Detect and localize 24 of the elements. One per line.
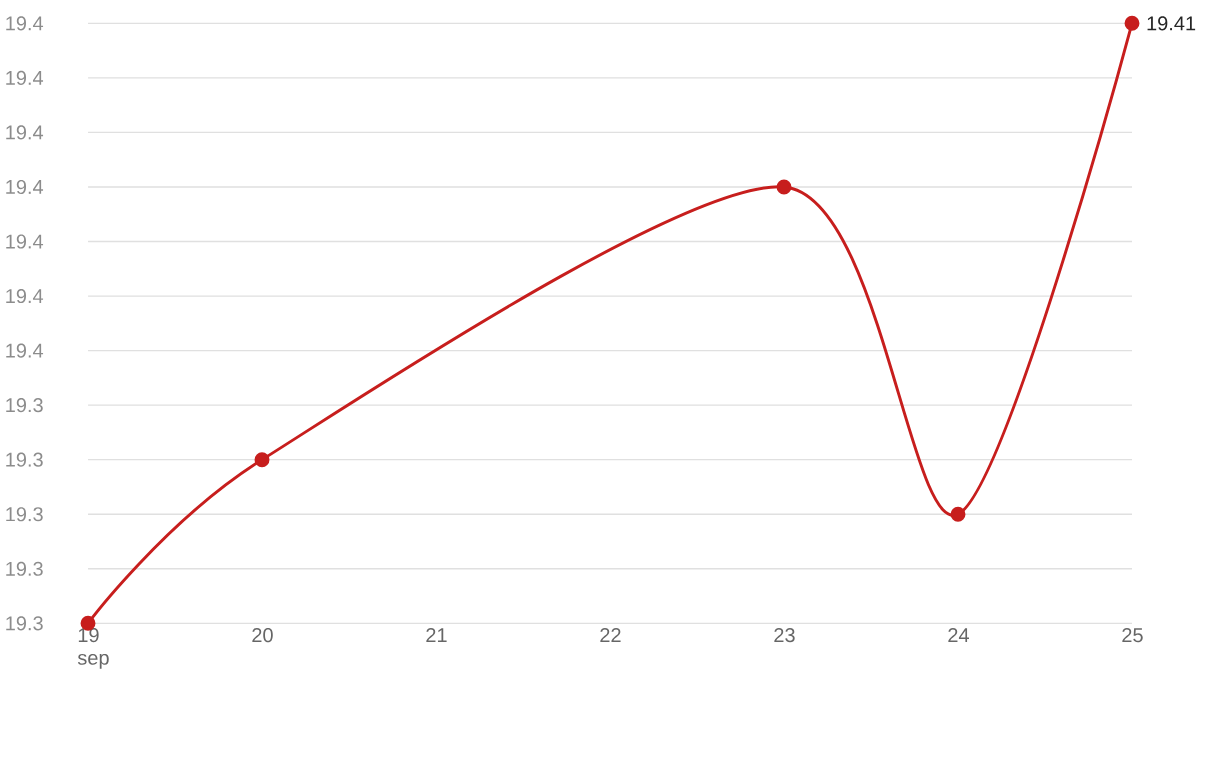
point [776,179,792,195]
y-tick-label: 19.4 [6,343,44,358]
y-tick-label: 19.3 [6,507,43,522]
y-tick-label: 19.3 [6,561,43,576]
y-tick-label: 19.4 [6,16,44,31]
x-tick-label: 24 [948,628,969,642]
y-tick-label: 19.4 [6,70,44,85]
y-tick-label: 19.4 [6,179,44,195]
y-tick-label: 19.3 [6,452,43,467]
point [950,506,966,522]
point [254,452,270,468]
data-label: 19.41 [1147,16,1196,31]
y-tick-label: 19.4 [6,288,44,304]
x-tick-label: 23 [774,628,795,643]
y-tick-label: 19.3 [6,616,43,631]
y-tick-label: 19.4 [6,125,44,140]
x-tick-label: 25 [1122,628,1143,643]
x-tick-label: 22 [600,628,621,642]
x-tick-label: 19 sep [77,628,109,669]
x-tick-label: 20 [252,628,273,643]
y-tick-label: 19.4 [6,234,44,249]
point [1124,15,1140,31]
y-tick-label: 19.3 [6,398,43,413]
x-tick-label: 21 [426,628,447,642]
